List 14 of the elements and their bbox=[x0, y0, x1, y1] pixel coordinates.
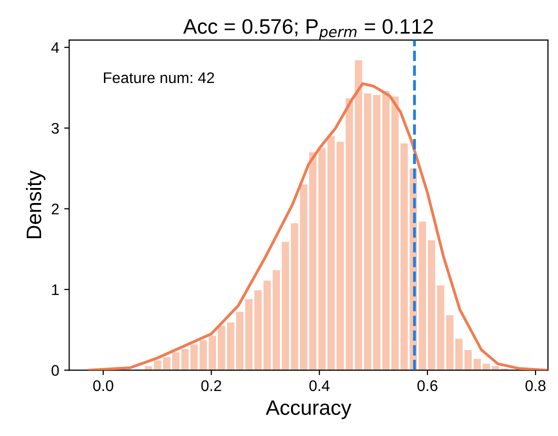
x-tick-label: 0.2 bbox=[201, 380, 222, 392]
x-tick-label: 0.6 bbox=[417, 380, 438, 392]
y-tick-label: 0 bbox=[52, 365, 59, 376]
y-axis-title: Density bbox=[26, 170, 46, 238]
y-tick-label: 3 bbox=[52, 122, 59, 134]
y-tick-label: 2 bbox=[52, 204, 59, 214]
y-tick-label: 1 bbox=[52, 284, 59, 295]
annotation: Feature num: 42 bbox=[104, 72, 214, 84]
x-tick-label: 0.0 bbox=[93, 380, 114, 392]
x-tick-label: 0.8 bbox=[526, 380, 546, 392]
x-tick-label: 0.4 bbox=[309, 380, 330, 392]
x-axis-title: Accuracy bbox=[266, 400, 352, 420]
y-tick-label: 4 bbox=[51, 42, 60, 53]
chart-title: Acc = 0.576; P$_{perm}$ = 0.112 bbox=[183, 19, 433, 40]
